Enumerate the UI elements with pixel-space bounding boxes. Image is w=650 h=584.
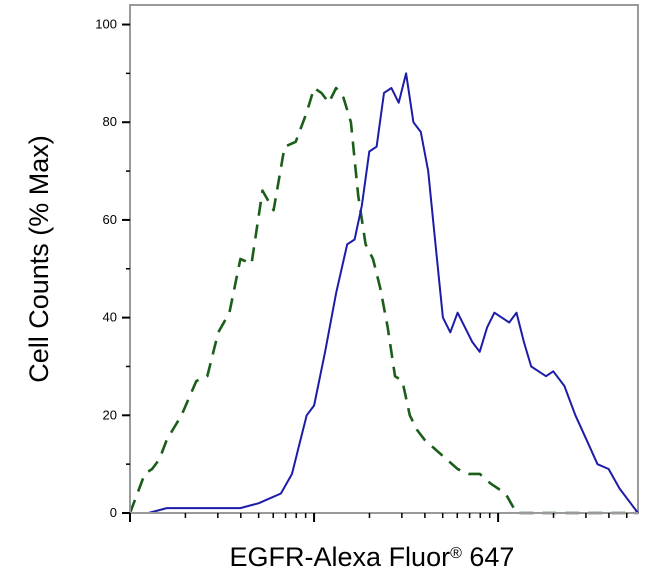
series-solid-line bbox=[130, 72, 639, 514]
x-axis-title-main: EGFR-Alexa Fluor bbox=[230, 542, 451, 572]
y-tick-label: 100 bbox=[95, 17, 117, 32]
y-axis: 0 20 40 60 80 100 bbox=[95, 5, 131, 520]
y-tick-label: 20 bbox=[103, 407, 117, 422]
x-axis-title-superscript: ® bbox=[450, 545, 462, 562]
series-dashed-line bbox=[128, 86, 638, 515]
y-axis-title: Cell Counts (% Max) bbox=[24, 135, 54, 383]
x-axis-title: EGFR-Alexa Fluor® 647 bbox=[230, 542, 515, 572]
series-group bbox=[128, 72, 639, 515]
y-tick-label: 40 bbox=[103, 310, 117, 325]
plot-area bbox=[129, 4, 639, 514]
y-tick-label: 80 bbox=[103, 114, 117, 129]
y-tick-label: 0 bbox=[110, 505, 117, 520]
x-axis bbox=[129, 512, 638, 522]
x-axis-title-suffix: 647 bbox=[462, 542, 515, 572]
y-tick-label: 60 bbox=[103, 212, 117, 227]
